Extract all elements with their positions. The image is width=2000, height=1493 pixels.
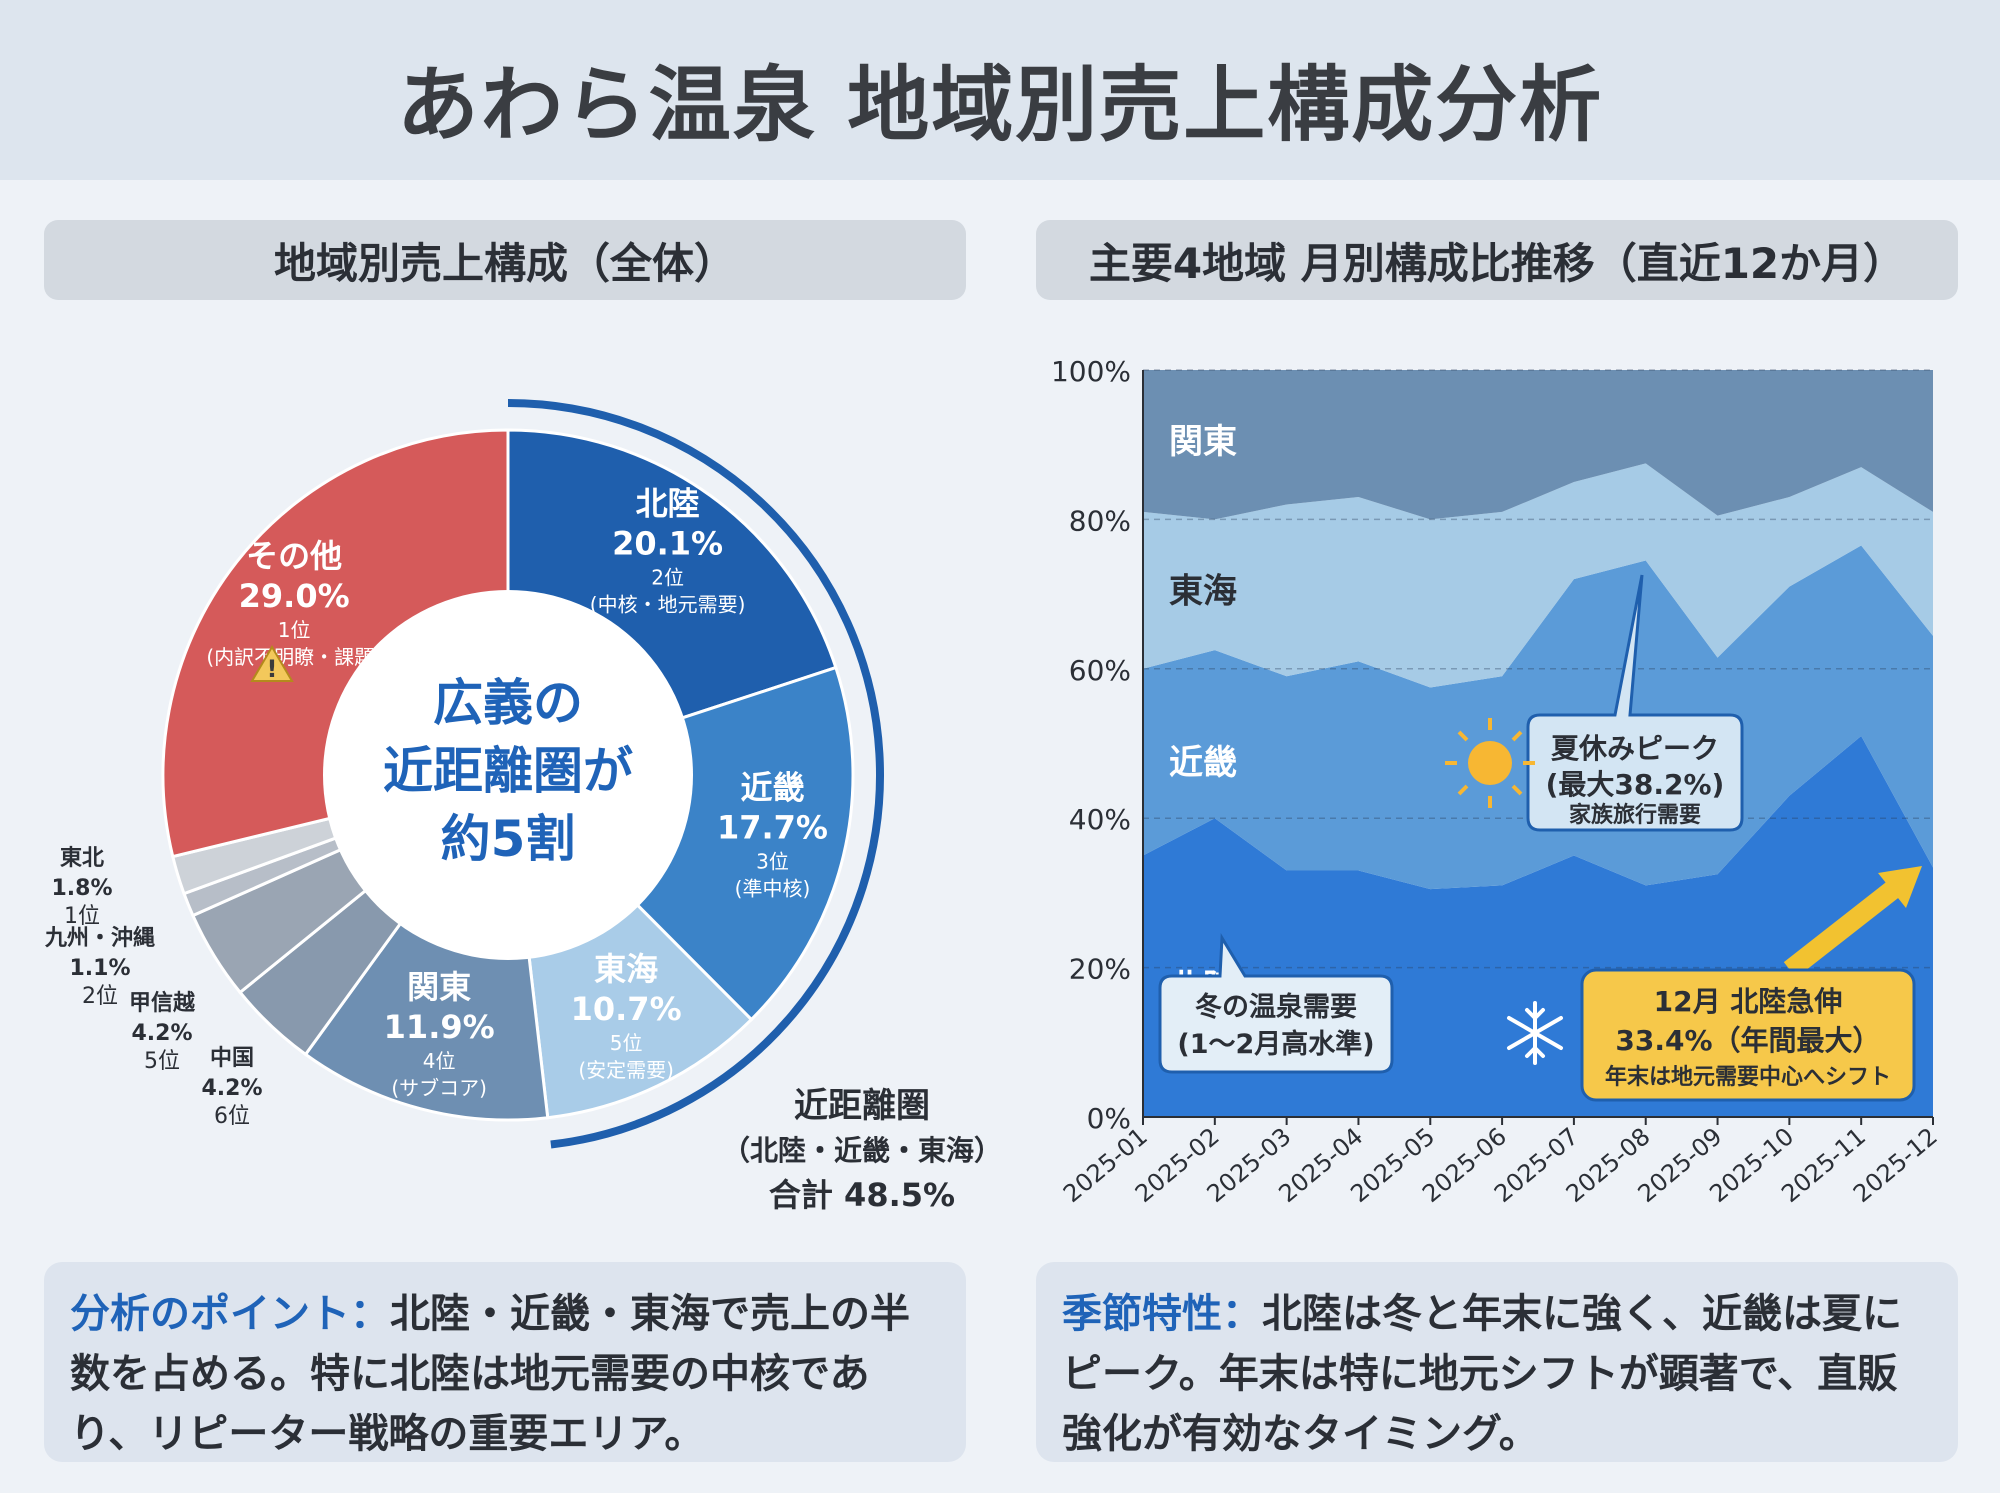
winter-callout-line-1: 冬の温泉需要 xyxy=(1195,991,1357,1023)
december-callout-line-1: 12月 北陸急伸 xyxy=(1654,985,1843,1018)
bracket-label-regions: （北陸・近畿・東海） xyxy=(722,1134,1000,1167)
y-tick-label: 100% xyxy=(1051,355,1131,388)
pie-label-rank-kyushu-okinawa: 2位 xyxy=(82,984,118,1009)
header-band xyxy=(0,0,2000,180)
pie-label-rank-kanto: 4位 xyxy=(423,1049,456,1073)
area-label-kanto: 関東 xyxy=(1169,422,1237,462)
growth-arrow-icon xyxy=(1783,866,1922,978)
pie-label-rank-other: 1位 xyxy=(278,618,311,642)
donut-center-line-1: 広義の xyxy=(433,674,583,732)
y-tick-label: 20% xyxy=(1069,953,1131,986)
y-tick-label: 0% xyxy=(1087,1102,1131,1135)
analysis-point-lead: 分析のポイント： xyxy=(70,1291,390,1337)
area-chart: 0%20%40%60%80%100%2025-012025-022025-032… xyxy=(1051,355,1943,1208)
area-series-kanto xyxy=(1143,370,1933,520)
pie-label-value-chugoku: 4.2% xyxy=(201,1076,262,1101)
pie-label-name-other: その他 xyxy=(246,537,342,575)
donut-center-line-2: 近距離圏が xyxy=(383,742,633,800)
pie-label-note-kinki: (準中核) xyxy=(735,876,811,900)
pie-label-value-hokuriku: 20.1% xyxy=(612,525,723,563)
pie-label-rank-chugoku: 6位 xyxy=(214,1104,250,1129)
pie-label-name-tokai: 東海 xyxy=(594,950,658,988)
area-label-tokai: 東海 xyxy=(1169,571,1237,611)
pie-label-name-chugoku: 中国 xyxy=(210,1046,254,1071)
area-series-tokai xyxy=(1143,463,1933,688)
december-callout-line-3: 年末は地元需要中心へシフト xyxy=(1605,1064,1891,1090)
winter-demand-callout: 冬の温泉需要 (1〜2月高水準) xyxy=(1158,933,1394,1074)
pie-section-heading: 地域別売上構成（全体） xyxy=(44,220,966,300)
pie-label-name-koshinetsu: 甲信越 xyxy=(129,990,196,1016)
pie-label-rank-koshinetsu: 5位 xyxy=(144,1049,180,1074)
pie-label-name-tohoku: 東北 xyxy=(60,846,104,871)
warning-icon: ! xyxy=(250,645,294,683)
pie-label-value-kyushu-okinawa: 1.1% xyxy=(69,956,130,981)
area-label-kinki: 近畿 xyxy=(1169,743,1237,783)
pie-label-name-kinki: 近畿 xyxy=(740,768,804,806)
page-title: あわら温泉 地域別売上構成分析 xyxy=(396,58,1604,153)
december-callout-line-2: 33.4%（年間最大） xyxy=(1615,1024,1880,1057)
pie-label-rank-kinki: 3位 xyxy=(756,849,789,873)
pie-label-note-kanto: (サブコア) xyxy=(391,1076,487,1100)
pie-label-name-kyushu-okinawa: 九州・沖縄 xyxy=(44,926,155,951)
donut-hole xyxy=(323,590,693,960)
summer-callout-line-2: (最大38.2%) xyxy=(1546,768,1725,801)
pie-label-rank-tohoku: 1位 xyxy=(64,904,100,929)
sun-icon xyxy=(1445,718,1535,808)
svg-text:!: ! xyxy=(267,655,278,683)
pie-label-note-other: (内訳不明瞭・課題) xyxy=(206,645,382,669)
pie-label-name-hokuriku: 北陸 xyxy=(636,485,700,523)
seasonality-note: 季節特性：北陸は冬と年末に強く、近畿は夏にピーク。年末は特に地元シフトが顕著で、… xyxy=(1036,1262,1958,1462)
y-tick-label: 40% xyxy=(1069,803,1131,836)
summer-callout-line-1: 夏休みピーク xyxy=(1551,732,1719,765)
pie-label-value-other: 29.0% xyxy=(239,577,350,615)
pie-label-value-koshinetsu: 4.2% xyxy=(131,1021,192,1046)
bracket-label-total: 合計 48.5% xyxy=(769,1176,955,1214)
summer-peak-callout: 夏休みピーク (最大38.2%) 家族旅行需要 xyxy=(1526,574,1744,832)
december-surge-callout: 12月 北陸急伸 33.4%（年間最大） 年末は地元需要中心へシフト xyxy=(1580,968,1916,1102)
pie-label-value-kinki: 17.7% xyxy=(717,808,828,846)
snowflake-icon xyxy=(1507,1001,1563,1065)
pie-label-value-tokai: 10.7% xyxy=(571,990,682,1028)
pie-label-rank-tokai: 5位 xyxy=(610,1031,643,1055)
bracket-label-title: 近距離圏 xyxy=(794,1086,930,1126)
analysis-point-note: 分析のポイント：北陸・近畿・東海で売上の半数を占める。特に北陸は地元需要の中核で… xyxy=(44,1262,966,1462)
analysis-point-text: 北陸・近畿・東海で売上の半数を占める。特に北陸は地元需要の中核であり、リピーター… xyxy=(70,1291,910,1457)
seasonality-text: 北陸は冬と年末に強く、近畿は夏にピーク。年末は特に地元シフトが顕著で、直販強化が… xyxy=(1062,1291,1902,1457)
pie-label-name-kanto: 関東 xyxy=(407,968,471,1006)
pie-label-rank-hokuriku: 2位 xyxy=(651,566,684,590)
y-tick-label: 60% xyxy=(1069,654,1131,687)
pie-label-note-hokuriku: (中核・地元需要) xyxy=(590,593,746,617)
winter-callout-line-2: (1〜2月高水準) xyxy=(1177,1028,1374,1060)
y-tick-label: 80% xyxy=(1069,504,1131,537)
near-region-bracket-arc xyxy=(507,399,884,1149)
pie-label-note-tokai: (安定需要) xyxy=(578,1058,674,1082)
pie-label-value-kanto: 11.9% xyxy=(384,1008,495,1046)
donut-center-line-3: 約5割 xyxy=(441,810,576,868)
seasonality-lead: 季節特性： xyxy=(1062,1291,1262,1337)
area-section-heading: 主要4地域 月別構成比推移（直近12か月） xyxy=(1036,220,1958,300)
pie-label-value-tohoku: 1.8% xyxy=(51,876,112,901)
summer-callout-line-3: 家族旅行需要 xyxy=(1569,802,1701,828)
